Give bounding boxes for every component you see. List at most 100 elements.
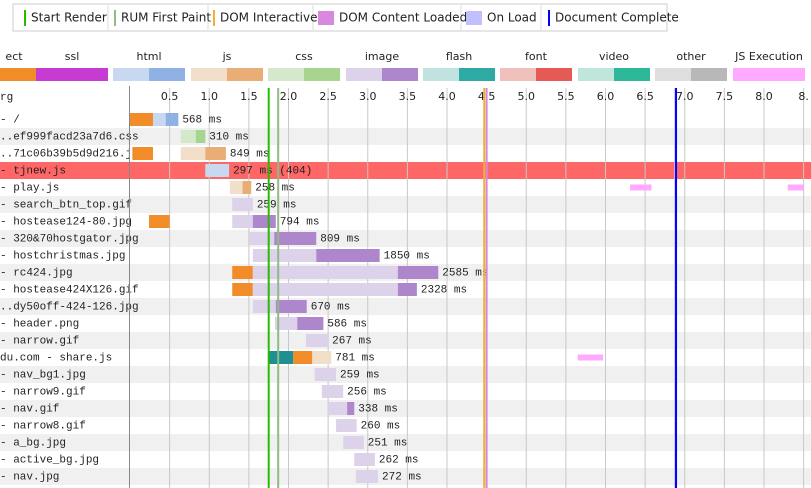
row-bg bbox=[0, 213, 811, 230]
timing-segment bbox=[312, 351, 332, 364]
duration-label: 794 ms bbox=[280, 216, 320, 228]
legend-swatch bbox=[24, 10, 26, 26]
request-label: - nav.gif bbox=[0, 403, 59, 415]
duration-label: 262 ms bbox=[379, 454, 419, 466]
duration-label: 310 ms bbox=[209, 131, 249, 143]
legend-box bbox=[12, 3, 668, 32]
duration-label: 259 ms bbox=[257, 199, 297, 211]
timing-segment bbox=[165, 113, 179, 126]
x-tick-label: 6.0 bbox=[597, 90, 615, 103]
timing-segment bbox=[268, 351, 294, 364]
timing-segment bbox=[328, 402, 348, 415]
timing-segment bbox=[249, 232, 275, 245]
content-type-label: video bbox=[599, 50, 629, 63]
request-label: ..dy50off-424-126.jpg bbox=[0, 301, 139, 313]
timing-segment bbox=[397, 266, 439, 279]
duration-label: 781 ms bbox=[335, 352, 375, 364]
row-bg bbox=[0, 434, 811, 451]
timing-segment bbox=[130, 113, 153, 126]
timing-segment bbox=[242, 181, 252, 194]
content-type-swatch bbox=[382, 68, 418, 81]
content-type-label: html bbox=[136, 50, 161, 63]
content-type-label: image bbox=[365, 50, 399, 63]
request-label: - header.png bbox=[0, 318, 79, 330]
legend-swatch bbox=[548, 10, 550, 26]
timing-segment bbox=[321, 385, 344, 398]
duration-label: 259 ms bbox=[340, 369, 380, 381]
request-label: - play.js bbox=[0, 182, 59, 194]
timing-segment bbox=[195, 130, 206, 143]
content-type-swatch bbox=[191, 68, 227, 81]
legend-label: Document Complete bbox=[555, 11, 679, 25]
content-type-label: ect bbox=[5, 50, 23, 63]
row-bg bbox=[0, 247, 811, 264]
timing-segment bbox=[275, 300, 307, 313]
x-tick-label: 2.5 bbox=[319, 90, 337, 103]
content-type-swatch bbox=[423, 68, 459, 81]
x-tick-label: 0.5 bbox=[161, 90, 179, 103]
timing-segment bbox=[232, 198, 253, 211]
x-tick-label: 6.5 bbox=[636, 90, 654, 103]
timing-segment bbox=[293, 351, 313, 364]
duration-label: 2328 ms bbox=[421, 284, 467, 296]
request-label: ..ef999facd23a7d6.css bbox=[0, 131, 139, 143]
timing-segment bbox=[232, 215, 253, 228]
row-bg bbox=[0, 196, 811, 213]
row-bg bbox=[0, 417, 811, 434]
content-type-swatch bbox=[614, 68, 650, 81]
timing-segment bbox=[274, 232, 317, 245]
request-label: - narrow8.gif bbox=[0, 420, 86, 432]
x-tick-label: 7.0 bbox=[676, 90, 694, 103]
request-label: - tjnew.js bbox=[0, 165, 66, 177]
legend-label: RUM First Paint bbox=[121, 11, 211, 25]
row-bg bbox=[0, 162, 811, 179]
legend-label: DOM Content Loaded bbox=[339, 11, 467, 25]
request-label: - a_bg.jpg bbox=[0, 437, 66, 449]
duration-label: 297 ms (404) bbox=[233, 165, 312, 177]
duration-label: 256 ms bbox=[347, 386, 387, 398]
legend-label: DOM Interactive bbox=[220, 11, 318, 25]
content-type-swatch bbox=[346, 68, 382, 81]
content-type-swatch bbox=[500, 68, 536, 81]
request-label: - hostease124-80.jpg bbox=[0, 216, 132, 228]
x-tick-label: 4.0 bbox=[438, 90, 456, 103]
request-label: - hostchristmas.jpg bbox=[0, 250, 125, 262]
timing-segment bbox=[397, 283, 417, 296]
x-tick-label: 5.5 bbox=[557, 90, 575, 103]
request-label: ..71c06b39b5d9d216.js bbox=[0, 148, 139, 160]
content-type-swatch bbox=[733, 68, 769, 81]
legend-swatch bbox=[213, 10, 215, 26]
content-type-label: ssl bbox=[65, 50, 80, 63]
duration-label: 809 ms bbox=[320, 233, 360, 245]
duration-label: 568 ms bbox=[182, 114, 222, 126]
timing-segment bbox=[229, 181, 243, 194]
content-type-swatch bbox=[578, 68, 614, 81]
legend-label: Start Render bbox=[31, 11, 107, 25]
row-bg bbox=[0, 179, 811, 196]
row-bg bbox=[0, 111, 811, 128]
content-type-swatch bbox=[268, 68, 304, 81]
x-tick-label: 1.0 bbox=[201, 90, 219, 103]
duration-label: 670 ms bbox=[311, 301, 351, 313]
x-tick-label: 2.0 bbox=[280, 90, 298, 103]
legend-label: On Load bbox=[487, 11, 537, 25]
content-type-label: font bbox=[525, 50, 548, 63]
timing-segment bbox=[354, 453, 375, 466]
content-type-swatch bbox=[36, 68, 72, 81]
content-type-swatch bbox=[113, 68, 149, 81]
legend-swatch bbox=[114, 10, 116, 26]
request-label: - nav.jpg bbox=[0, 471, 59, 483]
x-tick-label: 8.0 bbox=[755, 90, 773, 103]
timing-segment bbox=[205, 164, 230, 177]
duration-label: 586 ms bbox=[327, 318, 367, 330]
timing-segment bbox=[630, 184, 652, 191]
duration-label: 1850 ms bbox=[384, 250, 430, 262]
timing-segment bbox=[347, 402, 355, 415]
timing-segment bbox=[252, 249, 317, 262]
content-type-swatch bbox=[149, 68, 185, 81]
row-bg bbox=[0, 366, 811, 383]
x-tick-label: 3.0 bbox=[359, 90, 377, 103]
duration-label: 267 ms bbox=[332, 335, 372, 347]
request-label: - hostease424X126.gif bbox=[0, 284, 139, 296]
